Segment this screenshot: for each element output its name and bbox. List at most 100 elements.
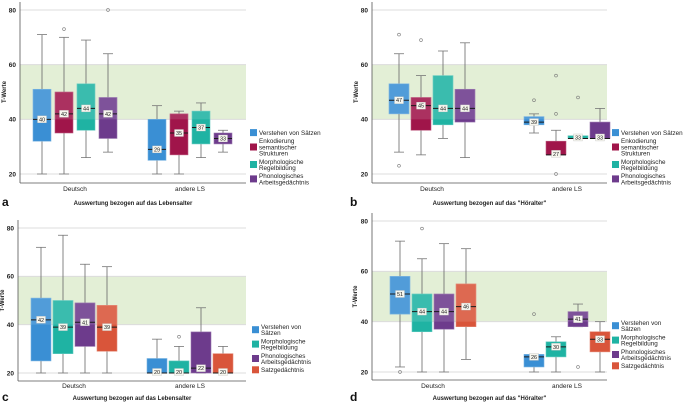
- median-label-bg: [103, 110, 113, 118]
- median-label: 44: [440, 106, 446, 112]
- legend-swatch: [252, 355, 259, 362]
- outlier-point: [554, 112, 558, 116]
- outlier-point: [554, 172, 558, 176]
- y-tick-label: 40: [361, 319, 369, 326]
- legend-label: Morphologische: [261, 338, 306, 345]
- reference-band: [18, 276, 246, 325]
- box-morphologische-regelbildung-deutsch: 44: [411, 226, 433, 373]
- median-label-bg: [174, 368, 184, 376]
- box-body: [432, 75, 454, 126]
- legend-swatch: [250, 143, 257, 151]
- box-band-tint: [434, 293, 454, 322]
- box-band-tint: [77, 83, 95, 120]
- median-label: 20: [176, 370, 182, 376]
- median-label: 46: [463, 305, 469, 311]
- y-tick-label: 80: [9, 7, 17, 14]
- legend-label: Arbeitsgedächtnis: [621, 355, 671, 362]
- box-morphologische-regelbildung-andere-ls: 37: [191, 102, 211, 159]
- box-morphologische-regelbildung-deutsch: 44: [432, 50, 454, 139]
- legend-swatch: [612, 129, 619, 137]
- median-label: 39: [60, 325, 66, 331]
- outlier-point: [576, 95, 580, 100]
- legend-label: Strukturen: [621, 151, 651, 158]
- panel-label: a: [2, 195, 9, 209]
- legend-swatch: [252, 340, 259, 348]
- box-enkodierung-semantischer-strukturen-deutsch: 45: [410, 38, 432, 156]
- median-label-bg: [595, 133, 605, 142]
- median-label: 35: [176, 131, 182, 137]
- median-label-bg: [58, 323, 68, 331]
- median-label-bg: [460, 104, 470, 113]
- median-label: 42: [61, 112, 67, 118]
- outlier-point: [397, 32, 401, 37]
- box-satzged-chtnis-deutsch: 39: [96, 266, 118, 374]
- median-label: 42: [38, 318, 44, 324]
- box-verstehen-von-s-tzen-deutsch: 40: [32, 34, 52, 175]
- outlier-point: [554, 73, 558, 78]
- box-band-tint: [33, 89, 51, 120]
- legend-swatch: [250, 129, 257, 137]
- outlier-point: [106, 8, 110, 12]
- median-label-bg: [80, 318, 90, 326]
- median-label: 44: [462, 106, 468, 112]
- box-verstehen-von-s-tzen-andere-ls: 39: [523, 98, 545, 134]
- median-label: 47: [396, 98, 402, 104]
- box-phonologisches-arbeitsged-chtnis-deutsch: 44: [433, 243, 455, 373]
- median-label: 42: [105, 112, 111, 118]
- median-label: 39: [104, 325, 110, 331]
- reference-band: [20, 64, 246, 120]
- x-tick-label: andere LS: [175, 383, 206, 390]
- median-label: 44: [83, 106, 89, 112]
- median-label: 33: [220, 136, 226, 142]
- box-phonologisches-arbeitsged-chtnis-deutsch: 41: [74, 263, 96, 374]
- legend-label: Morphologische: [259, 159, 304, 166]
- legend-swatch: [612, 161, 619, 168]
- box-phonologisches-arbeitsged-chtnis-andere-ls: 33: [589, 108, 611, 142]
- legend-item: Satzgedächtnis: [612, 362, 664, 370]
- y-tick-label: 40: [7, 322, 15, 329]
- y-axis-label: T-Werte: [353, 285, 359, 308]
- legend-swatch: [612, 322, 619, 330]
- legend-swatch: [612, 336, 619, 344]
- x-tick-label: Deutsch: [62, 383, 86, 390]
- outlier-point: [419, 38, 423, 42]
- box-satzged-chtnis-andere-ls: 33: [589, 321, 611, 373]
- legend-label: semantischer: [259, 144, 296, 151]
- legend-label: semantischer: [621, 144, 658, 151]
- median-label: 33: [575, 135, 581, 141]
- median-label-bg: [218, 134, 228, 143]
- y-tick-label: 60: [7, 274, 15, 281]
- x-tick-label: Deutsch: [420, 186, 444, 193]
- legend-swatch: [250, 175, 257, 183]
- median-label: 22: [198, 366, 204, 372]
- box-body: [32, 88, 52, 142]
- legend-label: Regelbildung: [621, 165, 658, 172]
- median-label-bg: [461, 302, 471, 311]
- box-enkodierung-semantischer-strukturen-deutsch: 42: [54, 27, 74, 175]
- median-label: 26: [531, 355, 537, 361]
- box-morphologische-regelbildung-andere-ls: 33: [567, 95, 589, 141]
- outlier-point: [532, 312, 536, 316]
- median-label-bg: [395, 290, 405, 298]
- box-phonologisches-arbeitsged-chtnis-andere-ls: 41: [567, 303, 589, 369]
- median-label: 20: [220, 370, 226, 376]
- legend-label: Satzgedächtnis: [261, 367, 304, 374]
- median-label-bg: [196, 123, 206, 132]
- median-label: 33: [597, 135, 603, 141]
- box-verstehen-von-s-tzen-deutsch: 47: [388, 32, 410, 168]
- box-band-tint: [31, 298, 51, 325]
- legend-swatch: [252, 366, 259, 374]
- median-label-bg: [218, 368, 228, 376]
- box-morphologische-regelbildung-andere-ls: 30: [545, 336, 567, 373]
- median-label: 44: [441, 310, 447, 316]
- panel-label: d: [350, 390, 357, 403]
- x-tick-label: Deutsch: [63, 186, 87, 193]
- median-label-bg: [438, 104, 448, 113]
- median-label-bg: [102, 323, 112, 331]
- outlier-point: [532, 98, 536, 102]
- y-axis-label: T-Werte: [354, 80, 360, 103]
